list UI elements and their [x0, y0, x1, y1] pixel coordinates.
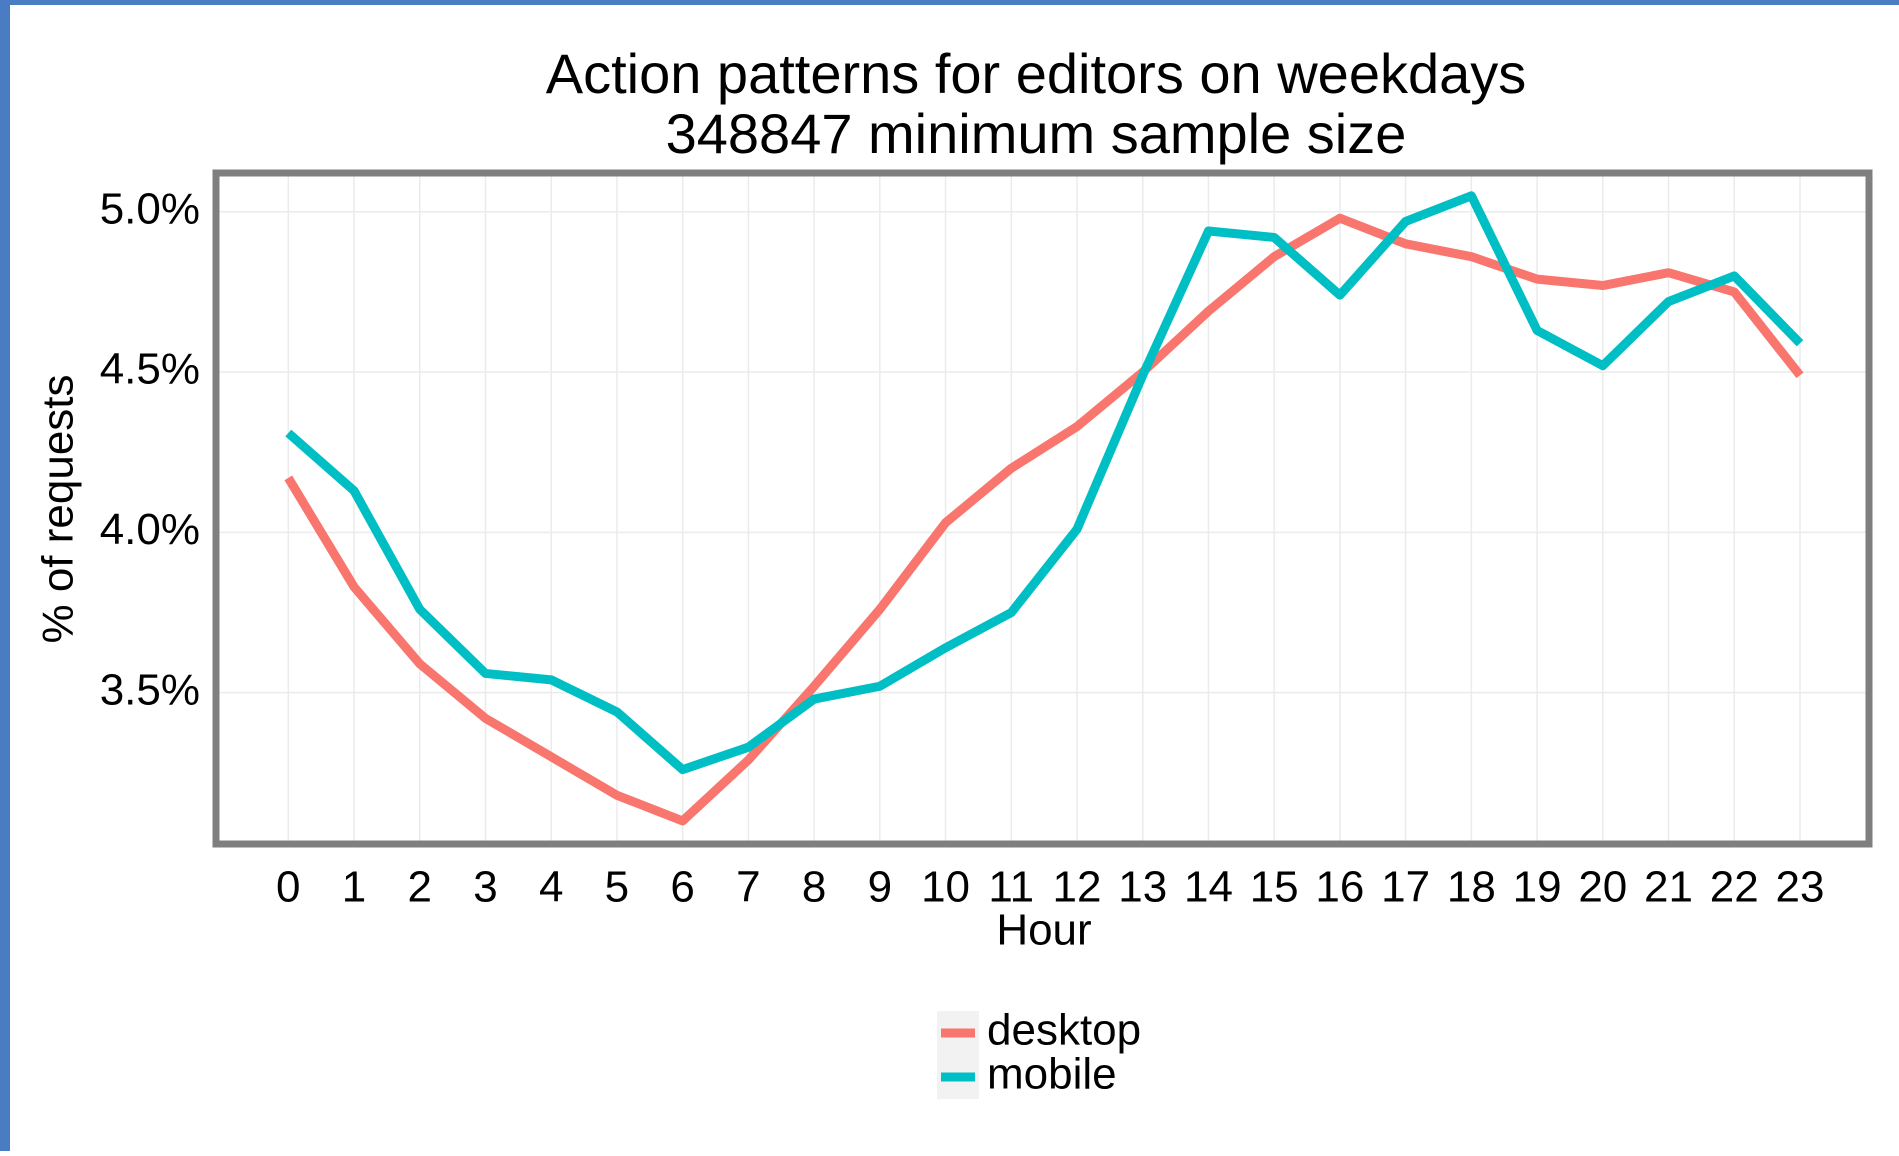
x-tick-label: 22 [1710, 863, 1759, 912]
x-tick-label: 18 [1447, 863, 1496, 912]
x-tick-label: 17 [1381, 863, 1430, 912]
x-tick-label: 1 [342, 863, 366, 912]
line [284, 213, 1804, 826]
frame-top [0, 0, 1899, 5]
line [285, 191, 1804, 775]
plot-background [216, 173, 1869, 844]
x-tick-label: 6 [670, 863, 694, 912]
x-tick-label: 3 [473, 863, 497, 912]
y-tick-label: 4.5% [100, 345, 200, 394]
x-tick-label: 7 [736, 863, 760, 912]
x-tick-label: 8 [802, 863, 826, 912]
x-tick-label: 20 [1578, 863, 1627, 912]
x-tick-label: 11 [988, 863, 1034, 912]
chart-subtitle: 348847 minimum sample size [666, 102, 1407, 165]
legend-label: mobile [987, 1050, 1117, 1099]
legend-label: desktop [987, 1006, 1141, 1055]
x-tick-label: 12 [1053, 863, 1102, 912]
x-tick-label: 5 [605, 863, 629, 912]
x-tick-label: 19 [1513, 863, 1562, 912]
x-tick-label: 0 [276, 863, 300, 912]
x-tick-label: 4 [539, 863, 563, 912]
x-tick-label: 15 [1250, 863, 1299, 912]
y-tick-label: 3.5% [100, 665, 200, 714]
x-tick-label: 9 [868, 863, 892, 912]
y-tick-label: 4.0% [100, 505, 200, 554]
x-tick-label: 13 [1118, 863, 1167, 912]
x-tick-label: 14 [1184, 863, 1233, 912]
x-tick-label: 2 [408, 863, 432, 912]
x-tick-label: 10 [921, 863, 970, 912]
chart-title: Action patterns for editors on weekdays [546, 42, 1527, 105]
x-tick-label: 23 [1776, 863, 1825, 912]
frame-left [0, 0, 10, 1151]
x-tick-label: 16 [1315, 863, 1364, 912]
y-tick-label: 5.0% [100, 184, 200, 233]
plot-border [212, 169, 1873, 848]
x-tick-label: 21 [1644, 863, 1693, 912]
x-axis-label: Hour [996, 906, 1091, 955]
y-axis-label: % of requests [34, 374, 83, 643]
